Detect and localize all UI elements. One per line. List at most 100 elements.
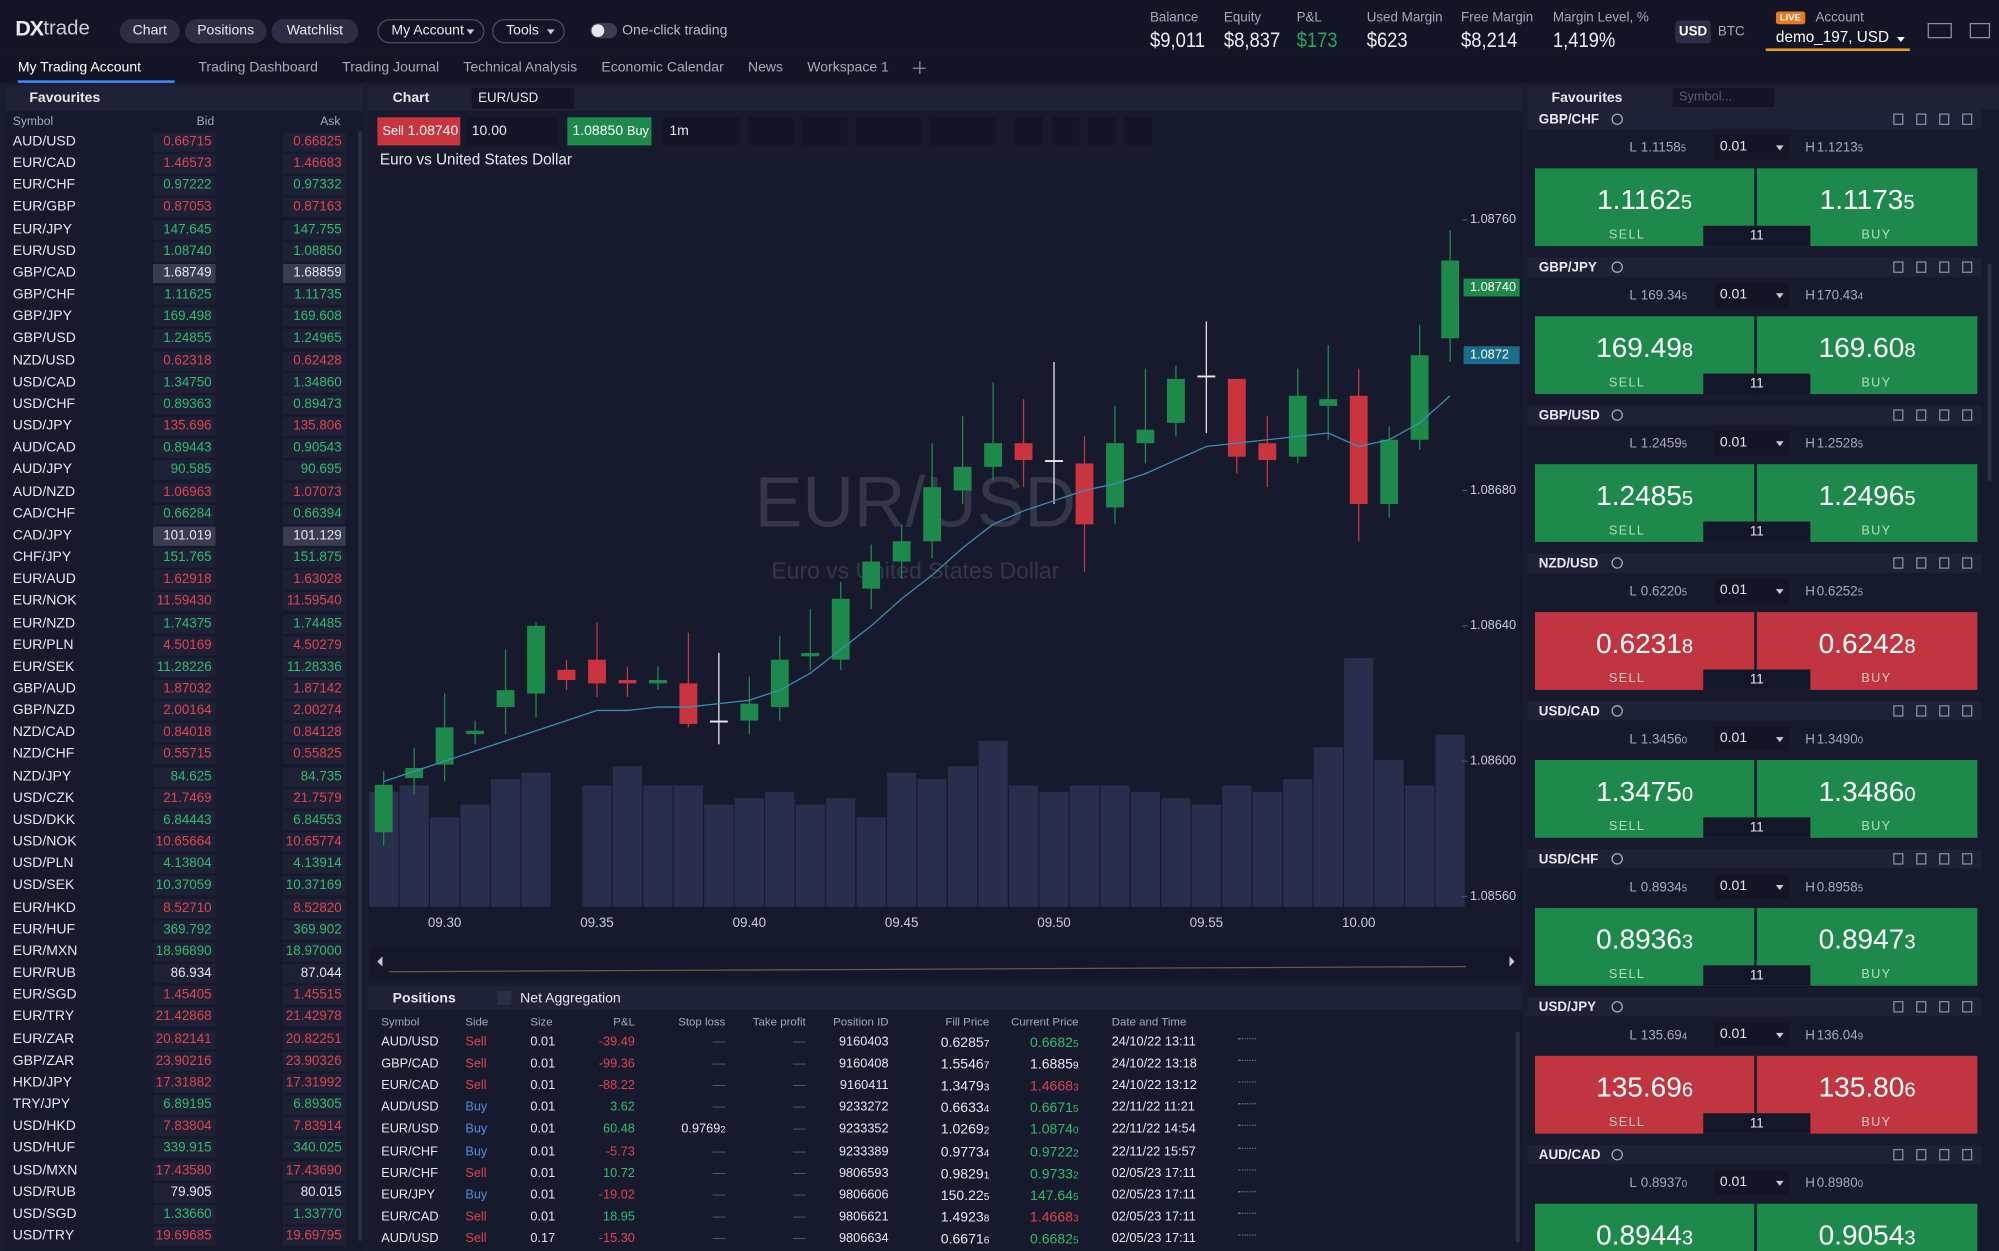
buy-tile[interactable]: 0.90543BUY (1756, 1203, 1978, 1251)
currency[interactable]: USD (1675, 20, 1711, 44)
sell-tile[interactable]: 1.11625 SELL (1534, 168, 1755, 247)
tile-icon[interactable] (1893, 261, 1904, 273)
sell-tile[interactable]: 169.498 SELL (1534, 316, 1755, 395)
tile-icon[interactable] (1939, 409, 1950, 421)
watchlist-row[interactable]: NZD/CAD 0.84018 0.84128 (5, 722, 357, 744)
watchlist-row[interactable]: USD/CZK 21.7469 21.7579 (5, 788, 357, 810)
watchlist-row[interactable]: NZD/USD 0.62318 0.62428 (5, 350, 357, 372)
toolbar-button[interactable] (748, 117, 795, 146)
tile-icon[interactable] (1916, 1148, 1927, 1161)
tile-icon[interactable] (1893, 1148, 1904, 1161)
watchlist-row[interactable]: EUR/ZAR 20.82141 20.82251 (5, 1029, 357, 1051)
watchlist-row[interactable]: USD/SEK 10.37059 10.37169 (5, 875, 357, 897)
qty-input[interactable]: 0.01 (1714, 578, 1789, 604)
sell-button[interactable]: Sell 1.08740 (377, 117, 461, 146)
currency[interactable]: BTC (1717, 24, 1745, 40)
watchlist-row[interactable]: EUR/AUD 1.62918 1.63028 (5, 569, 357, 591)
layout-icon[interactable] (1927, 22, 1952, 39)
watchlist-row[interactable]: CHF/JPY 151.765 151.875 (5, 547, 357, 569)
watchlist-row[interactable]: EUR/MXN 18.96890 18.97000 (5, 941, 357, 963)
tile-icon[interactable] (1916, 705, 1927, 717)
row-actions[interactable] (1237, 1190, 1256, 1199)
toolbar-button[interactable] (1087, 117, 1116, 146)
row-actions[interactable] (1237, 1081, 1256, 1090)
tile-icon[interactable] (1916, 113, 1927, 125)
watchlist-row[interactable]: USD/MXN 17.43580 17.43690 (5, 1160, 357, 1182)
tile-icon[interactable] (1916, 409, 1927, 421)
watchlist-row[interactable]: EUR/CHF 0.97222 0.97332 (5, 175, 357, 197)
panel-title[interactable]: Favourites (29, 90, 101, 106)
panel-title[interactable]: Favourites (1551, 90, 1623, 106)
tile-icon[interactable] (1962, 1148, 1973, 1161)
tile-icon[interactable] (1962, 1001, 1973, 1013)
tab[interactable]: Trading Dashboard (198, 59, 318, 76)
watchlist-row[interactable]: EUR/TRY 21.42868 21.42978 (5, 1007, 357, 1029)
watchlist-row[interactable]: HKD/JPY 17.31882 17.31992 (5, 1072, 357, 1094)
qty-input[interactable]: 0.01 (1714, 874, 1789, 900)
watchlist-row[interactable]: AUD/JPY 90.585 90.695 (5, 460, 357, 482)
tile-icon[interactable] (1916, 853, 1927, 865)
toggle[interactable] (590, 22, 618, 39)
sell-tile[interactable]: 0.89363 SELL (1534, 907, 1755, 986)
toolbar-button[interactable] (1124, 117, 1153, 146)
watchlist-row[interactable]: EUR/HUF 369.792 369.902 (5, 919, 357, 941)
watchlist-row[interactable]: EUR/SGD 1.45405 1.45515 (5, 985, 357, 1007)
watchlist-row[interactable]: USD/RUB 79.905 80.015 (5, 1182, 357, 1204)
tile-icon[interactable] (1939, 113, 1950, 125)
layout-icon[interactable] (1969, 22, 1991, 39)
tile-icon[interactable] (1916, 261, 1927, 273)
buy-button[interactable]: 1.08850 Buy (567, 117, 652, 146)
tile-icon[interactable] (1962, 113, 1973, 125)
watchlist-row[interactable]: EUR/GBP 0.87053 0.87163 (5, 197, 357, 219)
watchlist-row[interactable]: CAD/JPY 101.019 101.129 (5, 525, 357, 547)
tile-icon[interactable] (1916, 1001, 1927, 1013)
watchlist-row[interactable]: USD/HKD 7.83804 7.83914 (5, 1116, 357, 1138)
watchlist-row[interactable]: GBP/ZAR 23.90216 23.90326 (5, 1050, 357, 1072)
tile-icon[interactable] (1893, 557, 1904, 569)
tile-icon[interactable] (1939, 1148, 1950, 1161)
sell-tile[interactable]: 1.34750 SELL (1534, 760, 1755, 838)
watchlist-row[interactable]: GBP/JPY 169.498 169.608 (5, 306, 357, 328)
qty-input[interactable]: 0.01 (1714, 283, 1789, 308)
tile-icon[interactable] (1916, 557, 1927, 569)
watchlist-row[interactable]: AUD/NZD 1.06963 1.07073 (5, 481, 357, 503)
row-actions[interactable] (1237, 1038, 1256, 1046)
tab[interactable]: Trading Journal (342, 59, 440, 76)
tile-icon[interactable] (1939, 853, 1950, 865)
watchlist-row[interactable]: EUR/HKD 8.52710 8.52820 (5, 897, 357, 919)
tile-icon[interactable] (1893, 853, 1904, 865)
watchlist-row[interactable]: USD/CAD 1.34750 1.34860 (5, 372, 357, 394)
row-actions[interactable] (1237, 1168, 1256, 1177)
toolbar-button[interactable] (1014, 117, 1043, 146)
watchlist-row[interactable]: USD/CHF 0.89363 0.89473 (5, 394, 357, 416)
watchlist-row[interactable]: EUR/PLN 4.50169 4.50279 (5, 635, 357, 657)
watchlist-row[interactable]: EUR/USD 1.08740 1.08850 (5, 241, 357, 263)
tile-icon[interactable] (1939, 261, 1950, 273)
watchlist-row[interactable]: AUD/USD 0.66715 0.66825 (5, 131, 357, 153)
watchlist-row[interactable]: USD/JPY 135.696 135.806 (5, 416, 357, 438)
tile-icon[interactable] (1939, 705, 1950, 717)
watchlist-row[interactable]: USD/SGD 1.33660 1.33770 (5, 1204, 357, 1226)
panel-title[interactable]: Positions (392, 990, 456, 1007)
watchlist-row[interactable]: EUR/JPY 147.645 147.755 (5, 219, 357, 241)
toolbar-button[interactable] (929, 117, 996, 146)
symbol-input[interactable]: EUR/USD (471, 87, 574, 109)
row-actions[interactable] (1237, 1125, 1256, 1133)
watchlist-row[interactable]: EUR/RUB 86.934 87.044 (5, 963, 357, 985)
tab[interactable]: News (747, 59, 784, 76)
tile-icon[interactable] (1962, 409, 1973, 421)
tab[interactable]: Technical Analysis (463, 59, 578, 76)
qty-input[interactable]: 0.01 (1714, 726, 1789, 752)
toolbar-button[interactable] (801, 117, 848, 146)
nav-button[interactable]: Watchlist (271, 19, 359, 44)
tile-icon[interactable] (1893, 113, 1904, 125)
watchlist-row[interactable]: GBP/AUD 1.87032 1.87142 (5, 678, 357, 700)
watchlist-row[interactable]: GBP/CHF 1.11625 1.11735 (5, 285, 357, 307)
tab[interactable]: My Trading Account (17, 52, 175, 83)
qty-input[interactable]: 0.01 (1714, 431, 1789, 456)
row-actions[interactable] (1237, 1103, 1256, 1111)
quantity-input[interactable]: 10.00 (466, 117, 558, 146)
watchlist-row[interactable]: USD/HUF 339.915 340.025 (5, 1138, 357, 1160)
account-box[interactable]: LIVE Account demo_197, USD (1765, 5, 1910, 52)
watchlist-row[interactable]: EUR/SEK 11.28226 11.28336 (5, 657, 357, 679)
